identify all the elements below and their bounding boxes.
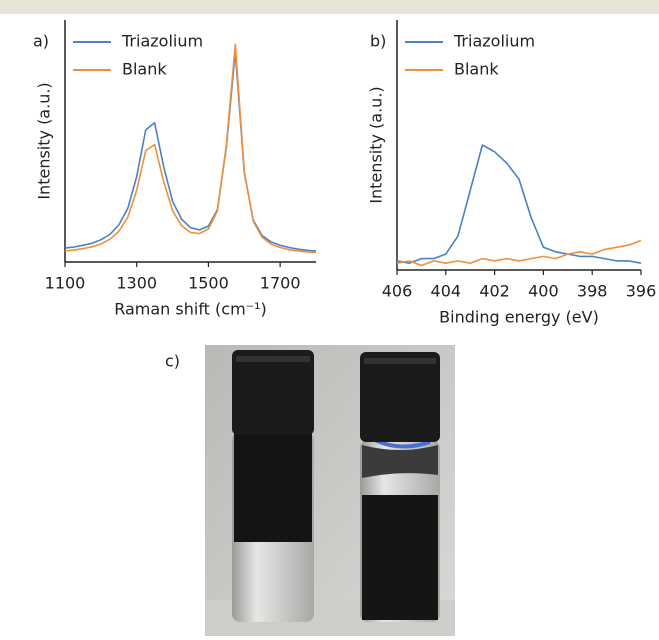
panel-label: b) [370,32,386,51]
photo [205,345,455,636]
x-tick-label: 1300 [116,274,157,293]
series-line [396,239,642,267]
panel-label: c) [165,352,180,371]
top-band [0,0,659,14]
y-axis-label: Intensity (a.u.) [35,82,54,199]
x-tick-label: 402 [479,282,510,301]
x-tick-label: 396 [626,282,657,301]
legend-label: Triazolium [121,32,203,51]
legend-label: Blank [454,60,499,79]
legend-label: Triazolium [453,32,535,51]
x-axis-label: Raman shift (cm⁻¹) [114,300,267,319]
x-tick-label: 406 [382,282,413,301]
x-axis-label: Binding energy (eV) [439,308,599,327]
x-tick-label: 1700 [260,274,301,293]
series-line [64,43,317,254]
y-axis-label: Intensity (a.u.) [367,86,386,203]
legend-label: Blank [122,60,167,79]
x-tick-label: 398 [577,282,608,301]
series-line [396,144,642,264]
x-tick-label: 1100 [45,274,86,293]
x-tick-label: 404 [431,282,462,301]
x-tick-label: 400 [528,282,559,301]
x-tick-label: 1500 [188,274,229,293]
panel-label: a) [33,32,49,51]
series-line [64,50,317,252]
